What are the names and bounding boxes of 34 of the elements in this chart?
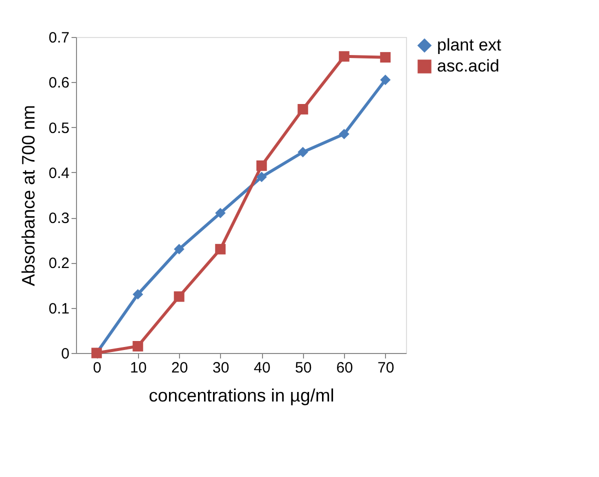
legend-label: asc.acid [437,56,500,76]
point [174,291,184,302]
y-tick-label: 0.6 [48,74,70,92]
y-tick-label: 0.1 [48,300,70,318]
point [256,172,267,182]
point [256,160,267,171]
y-tick-label: 0.7 [48,30,70,46]
point [215,244,226,254]
y-tick-label: 0.5 [48,120,70,137]
y-axis-title: Absorbance at 700 nm [18,104,39,286]
x-tick-label: 40 [254,360,270,376]
x-tick-label: 70 [378,360,394,376]
x-tick-label: 0 [92,360,102,376]
x-tick-label: 20 [171,360,188,376]
point [380,52,391,63]
y-tick-label: 0.4 [48,164,70,182]
y-tick-label: 0.3 [48,210,70,228]
legend-label: plant ext [437,36,502,54]
point [132,340,144,352]
y-tick-label: 0.2 [48,255,70,272]
point [380,74,391,86]
point [174,244,184,254]
point [298,104,308,114]
point [132,289,144,300]
point [298,146,308,158]
x-axis-title: concentrations in µg/ml [148,386,334,406]
x-tick-label: 60 [336,360,353,376]
point [338,51,350,62]
x-tick-label: 50 [295,360,312,376]
x-tick-label: 30 [212,360,230,376]
point [338,128,350,140]
point [215,208,226,218]
y-tick-label: 0 [61,346,70,362]
x-tick-label: 10 [130,360,147,376]
